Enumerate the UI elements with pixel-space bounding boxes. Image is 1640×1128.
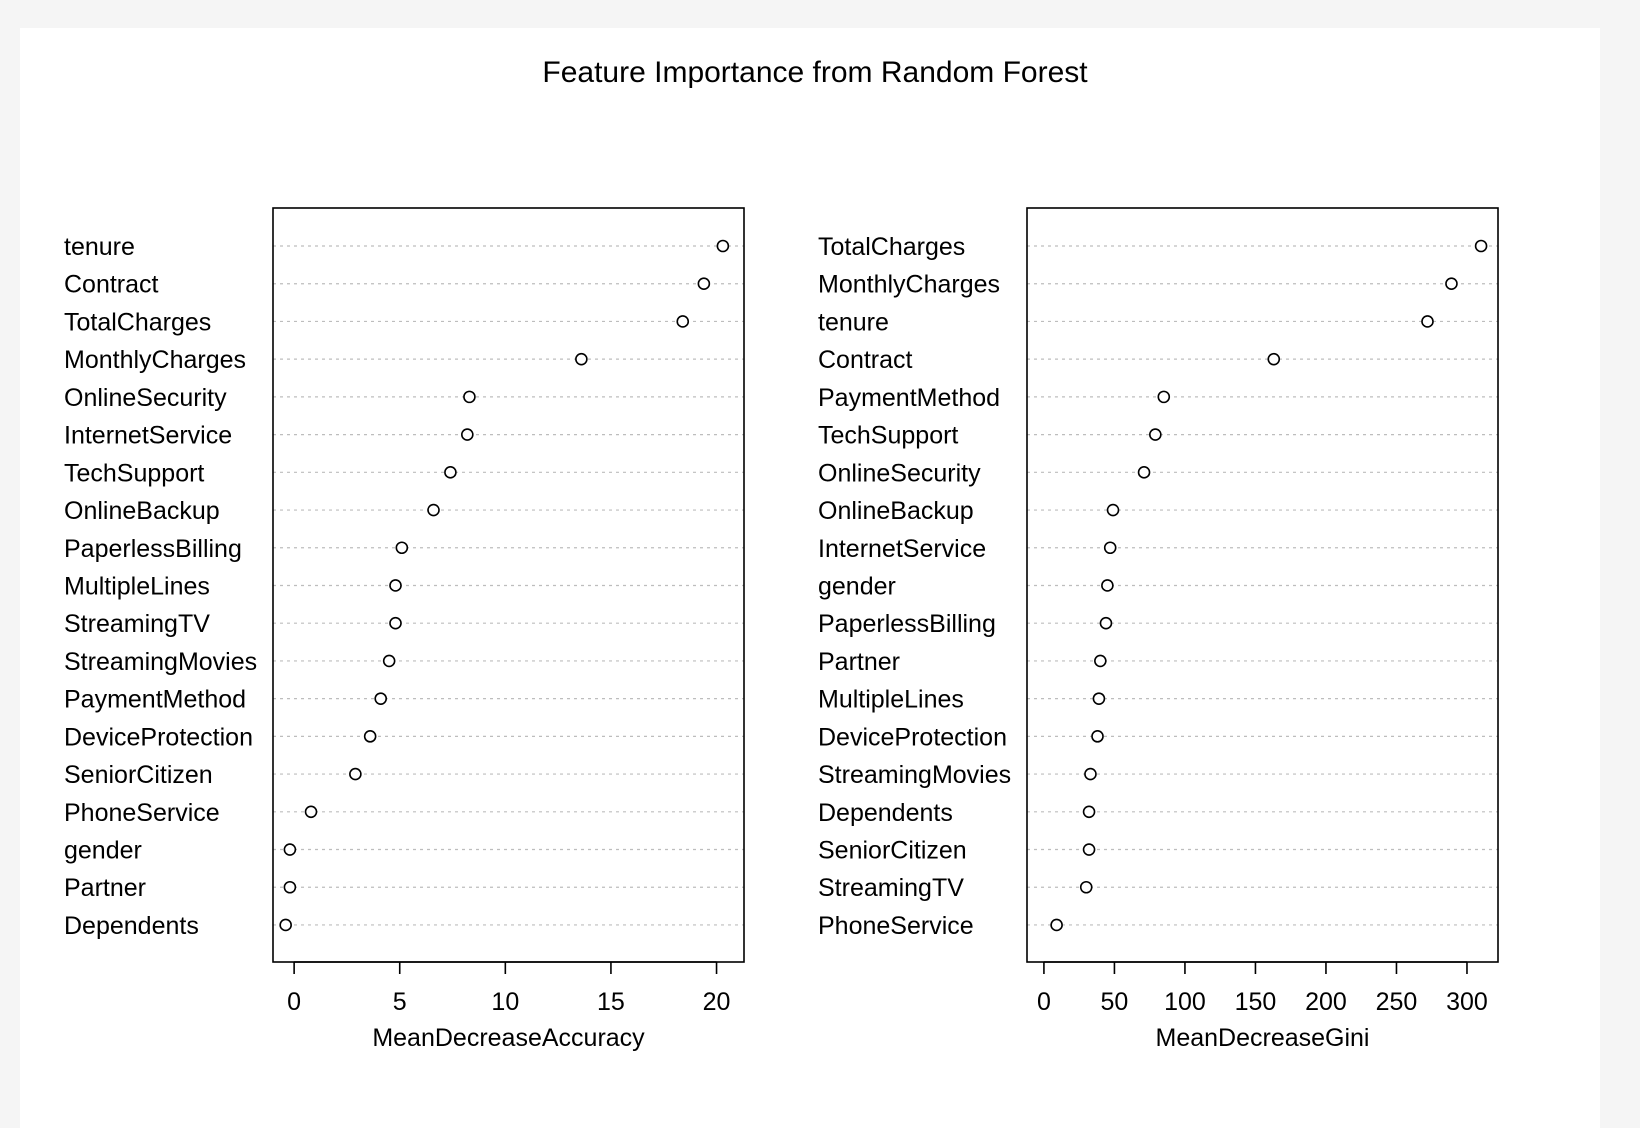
category-label: TechSupport — [64, 459, 204, 487]
data-point — [676, 315, 690, 328]
chart-title: Feature Importance from Random Forest — [542, 56, 1088, 89]
data-point — [1092, 692, 1106, 705]
category-label: Dependents — [818, 799, 953, 827]
category-label: DeviceProtection — [818, 723, 1007, 751]
category-label: PhoneService — [64, 799, 220, 827]
data-point — [461, 428, 474, 441]
data-point — [349, 767, 362, 781]
x-tick-label: 200 — [1305, 988, 1347, 1016]
x-tick-label: 5 — [393, 988, 407, 1016]
x-tick-label: 15 — [597, 988, 625, 1016]
x-tick-label: 0 — [1037, 988, 1051, 1016]
data-point — [1103, 541, 1117, 555]
data-point — [444, 466, 457, 479]
data-point — [1445, 277, 1458, 291]
chart-canvas: Feature Importance from Random Forest te… — [64, 56, 1499, 1052]
data-point — [382, 654, 396, 668]
category-label: MonthlyCharges — [818, 271, 1000, 299]
data-point — [1050, 918, 1063, 932]
category-label: OnlineSecurity — [818, 459, 981, 487]
category-label: SeniorCitizen — [64, 761, 213, 789]
data-point — [1082, 843, 1096, 856]
data-point — [363, 730, 377, 743]
panels: tenure Contract TotalCharges MonthlyCharges… — [64, 207, 1499, 1052]
category-label: PaymentMethod — [64, 686, 246, 714]
category-label: tenure — [64, 233, 135, 261]
category-label: Dependents — [64, 912, 199, 940]
data-point — [395, 541, 409, 555]
x-tick-label: 50 — [1101, 988, 1129, 1016]
category-label: MultipleLines — [818, 686, 964, 714]
data-point — [1091, 730, 1104, 743]
panel-1: tenure Contract TotalCharges MonthlyCharges… — [64, 207, 745, 1052]
x-tick-label: 100 — [1164, 988, 1206, 1016]
data-point — [1157, 390, 1171, 404]
category-label: Partner — [818, 648, 900, 676]
x-tick-label: 20 — [703, 988, 731, 1016]
category-label: OnlineBackup — [818, 497, 974, 525]
category-label: MultipleLines — [64, 572, 210, 600]
data-point — [1082, 805, 1096, 819]
data-point — [697, 277, 711, 291]
category-label: Contract — [64, 271, 159, 299]
category-label: tenure — [818, 308, 889, 336]
data-point — [1149, 428, 1162, 441]
category-label: gender — [818, 572, 896, 600]
category-label: InternetService — [818, 535, 986, 563]
x-axis-title: MeanDecreaseAccuracy — [372, 1024, 645, 1052]
category-label: Partner — [64, 874, 146, 902]
data-point — [1106, 503, 1120, 517]
data-point — [1474, 239, 1488, 253]
category-label: TotalCharges — [64, 308, 211, 336]
data-point — [1099, 616, 1113, 630]
data-point — [374, 692, 388, 705]
data-point — [716, 239, 730, 253]
category-label: StreamingMovies — [818, 761, 1011, 789]
data-point — [1137, 466, 1151, 479]
category-label: gender — [64, 837, 142, 865]
category-label: Contract — [818, 346, 913, 374]
category-label: SeniorCitizen — [818, 837, 967, 865]
data-point — [283, 880, 297, 894]
data-point — [1079, 880, 1093, 894]
data-point — [1084, 767, 1097, 781]
category-label: TotalCharges — [818, 233, 965, 261]
panel-2: TotalCharges MonthlyCharges tenure Contract… — [818, 207, 1499, 1052]
x-tick-label: 0 — [287, 988, 301, 1016]
category-label: StreamingTV — [818, 874, 964, 902]
category-label: StreamingMovies — [64, 648, 257, 676]
figure: Feature Importance from Random Forest te… — [20, 28, 1600, 1128]
category-label: PaymentMethod — [818, 384, 1000, 412]
x-tick-label: 10 — [491, 988, 519, 1016]
x-tick-label: 150 — [1235, 988, 1277, 1016]
category-label: PaperlessBilling — [818, 610, 996, 638]
category-label: StreamingTV — [64, 610, 210, 638]
x-axis-title: MeanDecreaseGini — [1156, 1024, 1370, 1052]
x-tick-label: 300 — [1446, 988, 1488, 1016]
category-label: OnlineSecurity — [64, 384, 227, 412]
data-point — [389, 579, 402, 592]
data-point — [389, 616, 402, 630]
data-point — [1094, 654, 1107, 668]
data-point — [1101, 579, 1114, 592]
data-point — [427, 503, 440, 517]
category-label: InternetService — [64, 422, 232, 450]
data-point — [304, 805, 318, 819]
category-label: DeviceProtection — [64, 723, 253, 751]
data-point — [1421, 315, 1434, 328]
category-label: PaperlessBilling — [64, 535, 242, 563]
category-label: TechSupport — [818, 422, 958, 450]
data-point — [279, 918, 292, 932]
data-point — [463, 390, 476, 404]
category-label: MonthlyCharges — [64, 346, 246, 374]
x-tick-label: 250 — [1376, 988, 1418, 1016]
data-point — [575, 352, 588, 366]
category-label: OnlineBackup — [64, 497, 220, 525]
data-point — [283, 843, 297, 856]
category-label: PhoneService — [818, 912, 974, 940]
data-point — [1267, 352, 1281, 366]
